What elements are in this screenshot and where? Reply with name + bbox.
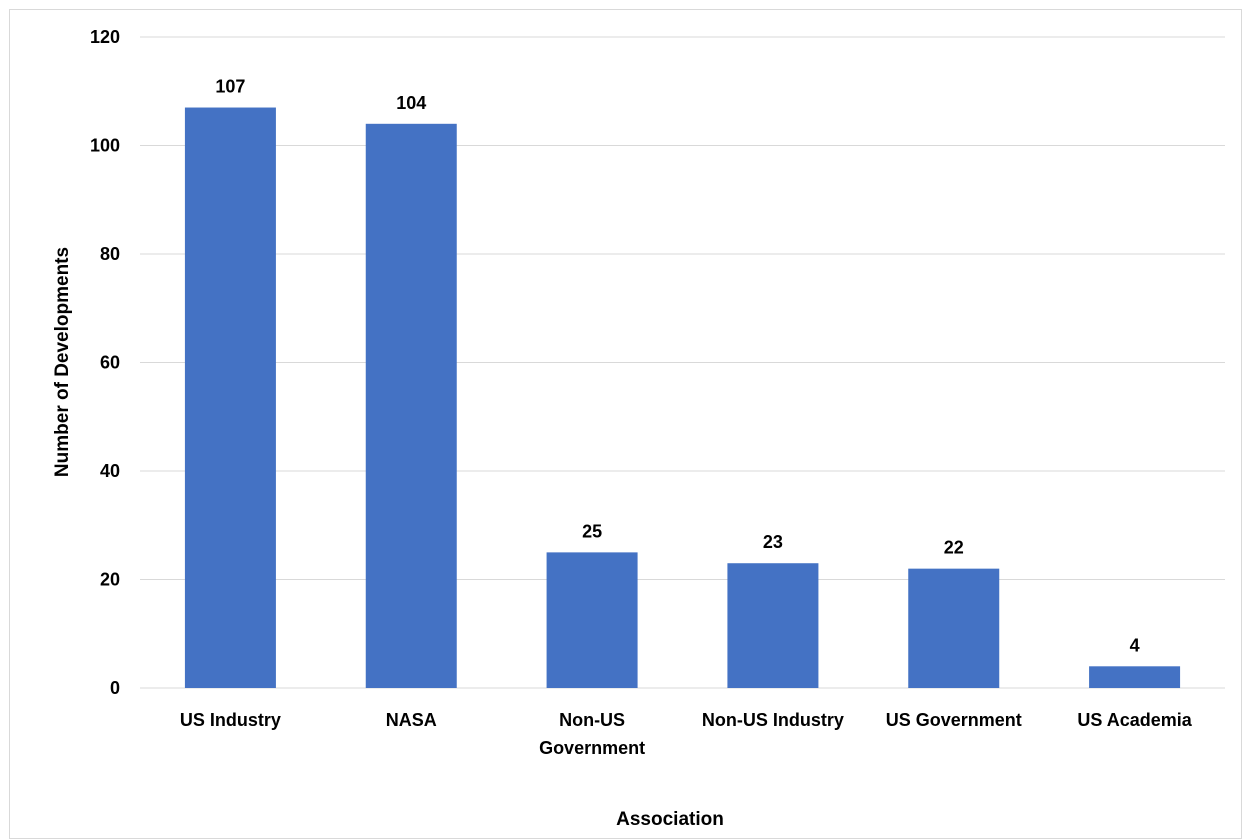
- x-tick-label: NASA: [386, 710, 437, 730]
- y-tick-label: 40: [100, 461, 120, 481]
- bars: [184, 107, 1181, 689]
- y-tick-label: 20: [100, 570, 120, 590]
- x-tick-label: Non-US Industry: [702, 710, 844, 730]
- x-tick-label: US Industry: [180, 710, 281, 730]
- data-label: 23: [763, 532, 783, 552]
- data-label: 4: [1130, 635, 1140, 655]
- data-labels: 107 104 25 23 22 4: [215, 77, 1139, 656]
- y-axis-ticks: 0 20 40 60 80 100 120: [90, 27, 120, 698]
- x-tick-label: Non-US: [559, 710, 625, 730]
- gridlines: [140, 36, 1225, 689]
- bar: [184, 107, 276, 688]
- data-label: 107: [215, 77, 245, 97]
- y-tick-label: 0: [110, 678, 120, 698]
- x-axis-title: Association: [616, 809, 724, 830]
- x-tick-label: US Academia: [1077, 710, 1192, 730]
- bar: [365, 123, 457, 689]
- bar: [1089, 666, 1181, 688]
- y-axis-title: Number of Developments: [52, 247, 73, 477]
- data-label: 22: [944, 538, 964, 558]
- y-tick-label: 80: [100, 244, 120, 264]
- data-label: 25: [582, 521, 602, 541]
- x-axis-ticks: US Industry NASA Non-US Government Non-US In…: [180, 710, 1193, 758]
- data-label: 104: [396, 93, 426, 113]
- bar: [546, 552, 638, 688]
- y-tick-label: 120: [90, 27, 120, 47]
- bar: [908, 568, 1000, 688]
- y-tick-label: 60: [100, 353, 120, 373]
- x-tick-label: US Government: [886, 710, 1022, 730]
- x-tick-label: Government: [539, 738, 645, 758]
- y-tick-label: 100: [90, 136, 120, 156]
- bar: [727, 563, 819, 688]
